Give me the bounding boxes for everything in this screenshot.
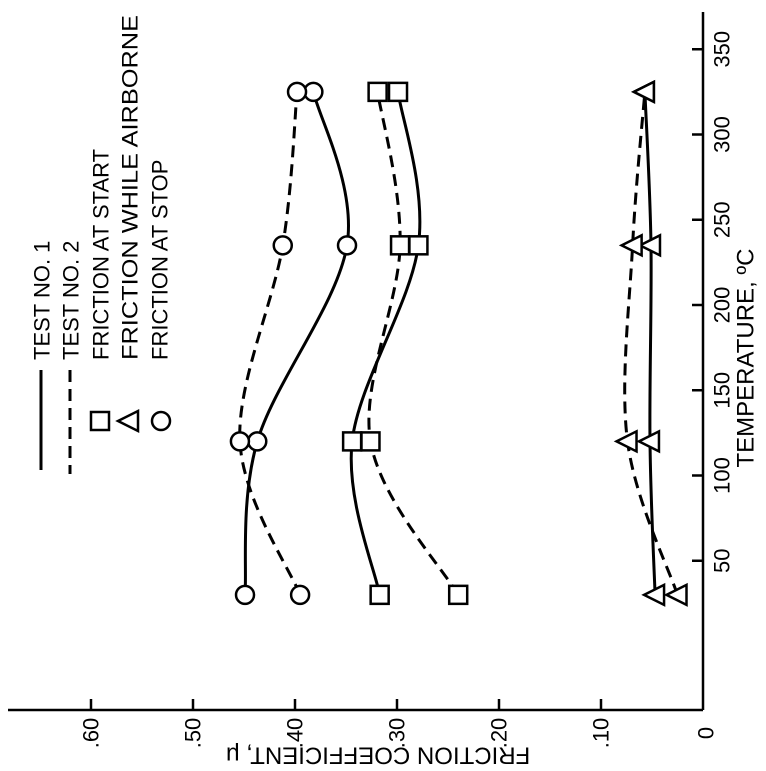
friction-tick-label: .30 — [385, 718, 410, 749]
series-solid-circle — [234, 81, 358, 606]
data-point-circle — [336, 235, 358, 256]
data-point-circle — [286, 81, 308, 103]
temperature-tick-label: 50 — [710, 549, 735, 573]
series-line-dashed — [238, 91, 302, 596]
series-dashed-triangle — [613, 79, 688, 607]
series-dashed-square — [360, 81, 469, 606]
data-point-triangle — [618, 233, 643, 258]
friction-tick-label: .50 — [181, 718, 206, 749]
data-point-square — [367, 81, 388, 103]
data-point-square — [447, 584, 469, 606]
data-point-square — [360, 431, 381, 452]
temperature-tick-label: 200 — [710, 287, 735, 324]
legend-label-friction-at-stop: FRICTION AT STOP — [148, 160, 173, 360]
legend-circle-marker-icon — [150, 410, 172, 432]
data-point-square — [369, 584, 390, 606]
series-solid-square — [341, 81, 429, 606]
legend-square-marker-icon — [89, 410, 111, 432]
data-point-triangle — [613, 429, 638, 454]
legend-label-test-2: TEST NO. 2 — [59, 241, 84, 360]
data-point-triangle — [637, 233, 662, 258]
data-point-circle — [229, 431, 251, 452]
y-axis-title: FRICTION COEFFICIENT, μ — [226, 742, 531, 769]
series-line-dashed — [367, 91, 460, 596]
friction-tick-label: .10 — [589, 718, 614, 749]
friction-tick-label: .40 — [283, 718, 308, 749]
data-point-square — [389, 235, 411, 256]
data-point-triangle — [636, 429, 661, 454]
friction-tick-label: 0 — [694, 727, 719, 739]
temperature-tick-label: 350 — [710, 31, 735, 68]
series-line-dashed — [623, 91, 679, 596]
data-point-circle — [247, 431, 268, 452]
axis-ticks: .60 .50 .40 .30 .20 .10 0 50 100 150 200 250 300 350 — [79, 31, 735, 748]
legend-label-test-1: TEST NO. 1 — [30, 241, 55, 360]
legend: TEST NO. 1 TEST NO. 2 FRICTION AT START … — [30, 15, 173, 474]
temperature-tick-label: 100 — [710, 457, 735, 494]
x-axis-title: TEMPERATURE, ºC — [733, 249, 760, 468]
series-line-solid — [243, 91, 350, 596]
data-point-circle — [272, 235, 294, 256]
legend-triangle-marker-icon — [115, 408, 140, 434]
series-line-solid — [349, 91, 422, 596]
friction-tick-label: .20 — [487, 718, 512, 749]
temperature-tick-label: 300 — [710, 116, 735, 153]
legend-label-friction-while-airborne: FRICTION WHILE AIRBORNE — [118, 15, 143, 360]
temperature-tick-label: 250 — [710, 201, 735, 238]
data-point-triangle — [631, 79, 656, 104]
data-point-circle — [234, 584, 256, 606]
data-point-square — [341, 431, 363, 452]
data-series — [229, 79, 688, 607]
data-point-square — [408, 235, 429, 256]
data-point-square — [387, 81, 409, 103]
axes — [8, 12, 705, 712]
series-dashed-circle — [229, 81, 311, 606]
friction-tick-label: .60 — [79, 718, 104, 749]
data-point-circle — [289, 584, 311, 606]
data-point-triangle — [663, 582, 688, 607]
temperature-tick-label: 150 — [710, 372, 735, 409]
series-line-solid — [643, 91, 657, 595]
legend-label-friction-at-start: FRICTION AT START — [89, 149, 114, 360]
